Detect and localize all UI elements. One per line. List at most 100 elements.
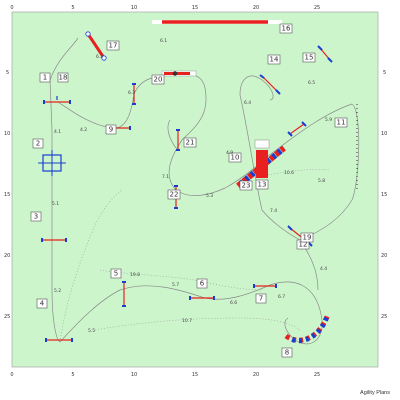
- jump-5: [122, 281, 126, 307]
- svg-text:14: 14: [270, 56, 279, 64]
- distance-label: 10.6: [284, 170, 294, 176]
- axis-y-left-25: 25: [4, 314, 10, 320]
- number-5: 5: [110, 268, 122, 279]
- distance-label: 5.2: [54, 288, 61, 294]
- axis-x-top-5: 5: [71, 5, 74, 11]
- axis-y-right-15: 15: [381, 192, 387, 198]
- axis-y-right-20: 20: [381, 253, 387, 259]
- svg-text:3: 3: [34, 213, 38, 221]
- axis-y-right-10: 10: [381, 131, 387, 137]
- svg-text:19: 19: [303, 234, 312, 242]
- axis-x-top-0: 0: [10, 5, 13, 11]
- svg-text:20: 20: [154, 76, 163, 84]
- axis-y-left-20: 20: [4, 253, 10, 259]
- jump-7: [253, 284, 277, 288]
- axis-left: 5 10 15 20 25: [4, 70, 10, 320]
- jump-18: [287, 121, 307, 137]
- jump-21: [176, 129, 180, 151]
- number-7: 7: [255, 293, 267, 304]
- distance-label: 7.4: [270, 208, 277, 214]
- distance-label: 4.1: [54, 129, 61, 135]
- axis-y-right-25: 25: [381, 314, 387, 320]
- number-18: 18: [57, 72, 69, 83]
- number-11: 11: [334, 117, 348, 128]
- number-8: 8: [281, 347, 293, 358]
- svg-text:21: 21: [186, 139, 195, 147]
- jump-4: [45, 338, 73, 342]
- number-9: 9: [105, 124, 117, 135]
- number-3: 3: [30, 211, 42, 222]
- distance-label: 5.3: [206, 193, 213, 199]
- jump-17: [85, 31, 107, 61]
- distance-label: 6.3: [128, 90, 135, 96]
- svg-text:18: 18: [59, 74, 68, 82]
- distance-label: 5.1: [52, 201, 59, 207]
- distance-label: 6.2: [96, 54, 103, 60]
- distance-label: 6.4: [244, 100, 251, 106]
- axis-y-right-5: 5: [383, 70, 386, 76]
- distance-label: 5.9: [325, 117, 332, 123]
- tunnel-8: [284, 313, 331, 344]
- distance-label: 4.4: [320, 266, 327, 272]
- axis-bottom: 0 5 10 15 20 25: [10, 372, 320, 378]
- jump-1: [43, 96, 71, 104]
- distance-label: 5.7: [172, 282, 179, 288]
- distance-label: 4.9: [226, 150, 233, 156]
- number-16: 16: [279, 23, 293, 34]
- svg-text:13: 13: [258, 181, 267, 189]
- number-23: 23: [239, 180, 253, 191]
- svg-text:5: 5: [114, 270, 118, 278]
- jump-6: [189, 296, 215, 300]
- distance-label: 6.1: [160, 38, 167, 44]
- jump-15: [317, 45, 333, 63]
- svg-text:2: 2: [36, 140, 40, 148]
- jump-19: [132, 83, 136, 105]
- number-6: 6: [196, 278, 208, 289]
- number-19: 19: [300, 232, 314, 243]
- svg-text:7: 7: [259, 295, 263, 303]
- distance-label: 6.5: [308, 80, 315, 86]
- axis-y-left-15: 15: [4, 192, 10, 198]
- field: [11, 11, 379, 368]
- axis-y-left-5: 5: [6, 70, 9, 76]
- axis-x-bottom-0: 0: [10, 372, 13, 378]
- axis-right: 5 10 15 20 25: [381, 70, 387, 320]
- number-20: 20: [151, 74, 165, 85]
- axis-x-top-25: 25: [314, 5, 320, 11]
- number-21: 21: [183, 137, 197, 148]
- axis-x-top-15: 15: [192, 5, 198, 11]
- obstacle-13: [254, 139, 270, 178]
- axis-x-bottom-10: 10: [131, 372, 137, 378]
- number-1: 1: [39, 72, 51, 83]
- distance-labels: 4.1 4.2 5.1 6.1 6.2 6.3 6.4 6.5 5.9 7.1 …: [52, 38, 332, 334]
- footer-credit: Agility Plans: [360, 390, 390, 396]
- svg-text:16: 16: [282, 25, 291, 33]
- distance-label: 19.8: [130, 272, 140, 278]
- axis-x-bottom-15: 15: [192, 372, 198, 378]
- svg-text:17: 17: [109, 42, 118, 50]
- distance-label: 5.8: [318, 178, 325, 184]
- axis-x-bottom-5: 5: [71, 372, 74, 378]
- distance-label: 6.7: [278, 294, 285, 300]
- jump-14: [259, 74, 281, 95]
- svg-text:22: 22: [170, 191, 179, 199]
- jump-3: [41, 238, 67, 242]
- svg-text:12: 12: [299, 241, 308, 249]
- svg-text:10: 10: [231, 154, 240, 162]
- number-14: 14: [267, 54, 281, 65]
- number-22: 22: [167, 189, 181, 200]
- number-10: 10: [228, 152, 242, 163]
- distance-label: 7.1: [162, 174, 169, 180]
- number-15: 15: [302, 52, 316, 63]
- number-2: 2: [32, 138, 44, 149]
- svg-text:4: 4: [40, 300, 45, 308]
- axis-x-top-20: 20: [253, 5, 259, 11]
- box-obstacle-2: [38, 150, 66, 176]
- distance-label: 10.7: [182, 318, 192, 324]
- svg-text:1: 1: [43, 74, 47, 82]
- distance-label: 4.2: [80, 127, 87, 133]
- axis-x-bottom-20: 20: [253, 372, 259, 378]
- jump-20: [161, 70, 197, 77]
- axis-top: 0 5 10 15 20 25: [10, 5, 320, 11]
